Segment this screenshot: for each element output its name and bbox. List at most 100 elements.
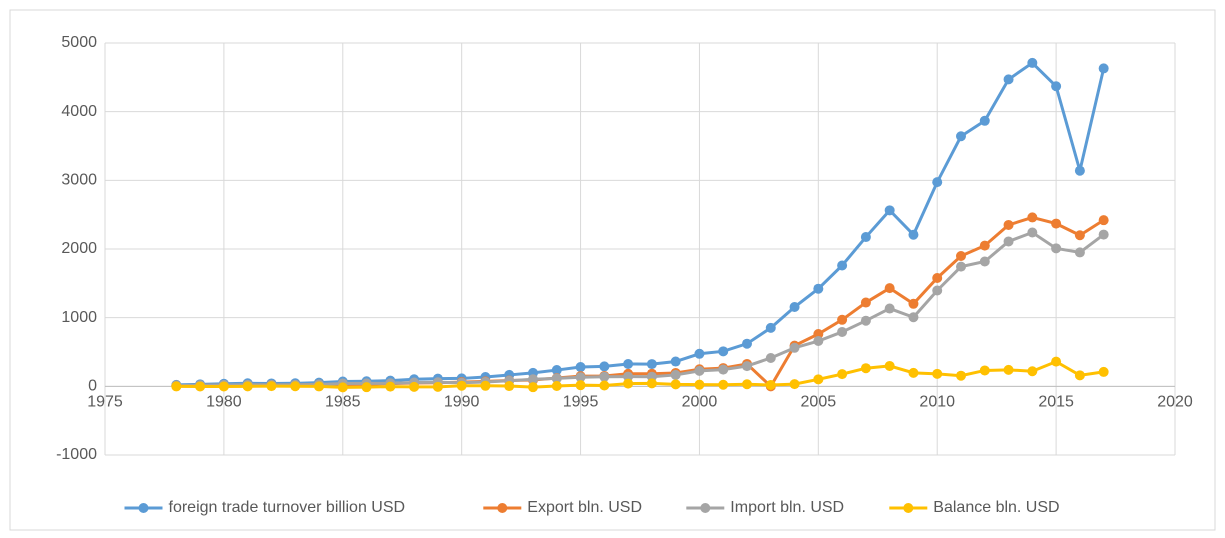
legend-marker — [903, 503, 914, 513]
data-point — [409, 381, 420, 392]
data-point — [979, 256, 990, 267]
data-point — [1003, 236, 1014, 247]
data-point — [1074, 165, 1085, 176]
y-tick-label: 3000 — [61, 172, 97, 189]
data-point — [646, 378, 657, 389]
data-point — [813, 283, 824, 294]
data-point — [956, 131, 966, 142]
data-point — [599, 380, 610, 391]
legend-label: Export bln. USD — [527, 499, 642, 516]
data-point — [432, 381, 443, 392]
data-point — [979, 365, 990, 376]
data-point — [599, 361, 610, 372]
legend-marker — [700, 503, 711, 513]
data-point — [742, 361, 752, 372]
legend-label: Import bln. USD — [730, 499, 844, 516]
data-point — [242, 381, 253, 392]
data-point — [1051, 218, 1062, 229]
data-point — [789, 342, 800, 353]
data-point — [575, 372, 586, 383]
data-point — [1003, 219, 1014, 230]
data-point — [884, 205, 895, 216]
legend-label: Balance bln. USD — [933, 499, 1059, 516]
data-point — [979, 115, 990, 126]
data-point — [646, 359, 657, 370]
legend-marker — [497, 503, 508, 513]
data-point — [765, 352, 776, 363]
data-point — [670, 356, 681, 367]
data-point — [932, 272, 943, 283]
data-point — [218, 381, 229, 392]
data-point — [1051, 243, 1062, 254]
series-line — [176, 230, 1105, 388]
data-point — [837, 369, 848, 380]
data-point — [979, 240, 990, 251]
data-point — [670, 369, 681, 380]
data-point — [1027, 366, 1038, 377]
y-tick-label: 0 — [88, 378, 97, 395]
data-point — [551, 373, 562, 384]
data-point — [908, 367, 919, 378]
y-tick-label: 1000 — [61, 309, 97, 326]
legend-label: foreign trade turnover billion USD — [169, 499, 406, 516]
data-point — [1074, 370, 1085, 381]
data-point — [694, 379, 705, 390]
data-point — [623, 378, 634, 389]
data-point — [1074, 247, 1085, 258]
data-point — [1098, 63, 1109, 74]
data-point — [932, 368, 943, 379]
data-point — [956, 370, 966, 381]
data-point — [956, 251, 966, 262]
data-point — [742, 379, 752, 390]
data-point — [908, 298, 919, 309]
data-point — [599, 371, 610, 382]
data-point — [860, 232, 871, 243]
data-point — [1098, 229, 1109, 240]
data-point — [623, 359, 634, 370]
data-point — [813, 329, 824, 340]
data-point — [337, 382, 348, 393]
data-point — [623, 371, 634, 382]
data-point — [932, 177, 943, 188]
data-point — [860, 315, 871, 326]
data-point — [385, 381, 396, 392]
data-point — [1003, 364, 1014, 375]
data-point — [718, 364, 729, 375]
data-point — [1027, 227, 1038, 238]
series-line — [176, 60, 1106, 387]
data-point — [956, 261, 966, 272]
chart-border — [9, 9, 1216, 531]
data-point — [314, 381, 324, 392]
data-point — [694, 348, 705, 359]
data-point — [860, 363, 871, 374]
data-point — [718, 346, 729, 357]
data-point — [551, 365, 562, 376]
data-point — [932, 285, 943, 296]
data-point — [908, 312, 919, 323]
data-point — [884, 303, 895, 314]
data-point — [884, 283, 895, 294]
data-point — [837, 314, 848, 325]
y-tick-label: 5000 — [61, 34, 97, 51]
data-point — [1027, 212, 1038, 223]
data-point — [860, 297, 871, 308]
data-point — [789, 302, 800, 313]
data-point — [742, 338, 752, 349]
data-point — [813, 374, 824, 385]
data-point — [718, 379, 729, 390]
data-point — [789, 379, 800, 390]
y-tick-label: 2000 — [61, 240, 97, 257]
data-point — [1098, 366, 1109, 377]
data-point — [504, 381, 515, 392]
data-point — [1074, 230, 1085, 241]
y-tick-label: 4000 — [61, 103, 97, 120]
data-point — [908, 229, 919, 240]
data-point — [266, 381, 277, 392]
y-tick-label: -1000 — [56, 446, 97, 463]
data-point — [1003, 74, 1014, 85]
data-point — [837, 326, 848, 337]
data-point — [361, 382, 372, 393]
data-point — [480, 380, 491, 391]
data-point — [195, 381, 206, 392]
